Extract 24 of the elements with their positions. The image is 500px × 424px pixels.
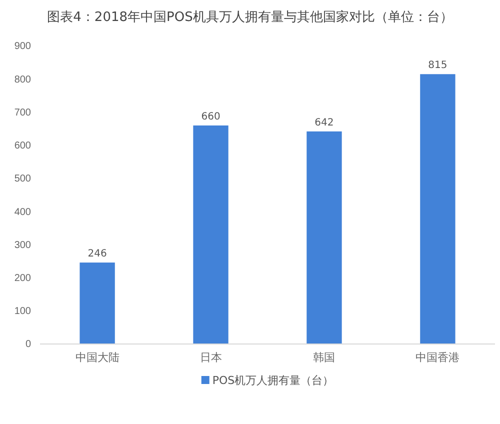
x-tick-label: 韩国 [313, 350, 336, 364]
legend-label: POS机万人拥有量（台） [212, 374, 334, 387]
bar [306, 131, 342, 344]
data-label: 246 [88, 248, 107, 260]
data-label: 642 [314, 117, 334, 128]
y-tick-label: 500 [14, 174, 32, 185]
x-tick-label: 中国大陆 [75, 350, 120, 364]
x-tick-label: 日本 [200, 350, 222, 364]
y-tick-label: 300 [14, 240, 32, 251]
y-tick-label: 400 [14, 206, 32, 218]
y-tick-label: 200 [14, 272, 32, 284]
bar [80, 262, 115, 344]
y-tick-label: 100 [14, 306, 32, 318]
data-label: 815 [428, 60, 448, 72]
bar [193, 125, 228, 344]
chart-title: 图表4：2018年中国POS机具万人拥有量与其他国家对比（单位：台） [47, 9, 453, 25]
y-tick-label: 600 [14, 140, 32, 152]
x-tick-label: 中国香港 [416, 350, 460, 364]
y-tick-label: 900 [14, 41, 32, 52]
y-tick-label: 0 [25, 339, 32, 350]
data-label: 660 [201, 111, 220, 122]
bar [420, 74, 456, 344]
y-tick-label: 800 [14, 74, 32, 86]
y-tick-label: 700 [14, 107, 32, 118]
